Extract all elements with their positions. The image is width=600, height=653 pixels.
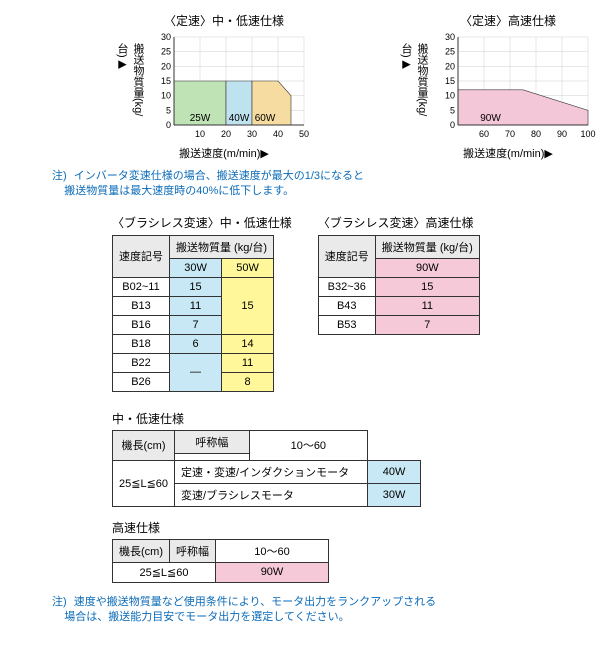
spec-2-watt: 90W [216, 562, 329, 582]
chart-2-ylabel: 搬送物質量(kg/台)▶ [398, 33, 430, 143]
chart-1-svg: 0 5 10 15 20 25 30 10 20 30 40 50 25W 40W 60W [148, 33, 334, 143]
spec-2-yobi-val: 10～60 [216, 539, 329, 562]
spec-2: 高速仕様 機長(cm) 呼称幅 10～60 25≦L≦60 90W [112, 519, 588, 583]
svg-text:15: 15 [161, 76, 171, 86]
svg-text:70: 70 [505, 129, 515, 139]
svg-text:25W: 25W [190, 113, 211, 124]
note-1-prefix: 注) [52, 170, 67, 182]
spec-2-table: 機長(cm) 呼称幅 10～60 25≦L≦60 90W [112, 539, 329, 583]
spec-1-row0-label: 定速・変速/インダクションモータ [175, 460, 368, 483]
svg-text:15: 15 [445, 76, 455, 86]
svg-text:80: 80 [531, 129, 541, 139]
svg-text:5: 5 [450, 105, 455, 115]
spec-1-row1-label: 変速/ブラシレスモータ [175, 483, 368, 506]
svg-text:25: 25 [161, 47, 171, 57]
note-1-line1: インバータ変速仕様の場合、搬送速度が最大の1/3になると [74, 170, 364, 182]
table-2-title: 〈ブラシレス変速〉高速仕様 [318, 214, 480, 231]
chart-2-svg: 0 5 10 15 20 25 30 60 70 80 90 100 90W [432, 33, 600, 143]
svg-text:90: 90 [557, 129, 567, 139]
svg-text:20: 20 [221, 129, 231, 139]
charts-row: 〈定速〉中・低速仕様 搬送物質量(kg/台)▶ 0 5 10 15 20 25 30 10 20… [92, 12, 588, 161]
svg-text:60: 60 [479, 129, 489, 139]
tables-row: 〈ブラシレス変速〉中・低速仕様 速度記号搬送物質量 (kg/台)30W50WB0… [112, 214, 588, 392]
svg-text:30: 30 [247, 129, 257, 139]
note-2-prefix: 注) [52, 596, 67, 608]
spec-2-kicho-val: 25≦L≦60 [113, 562, 216, 582]
table-2-block: 〈ブラシレス変速〉高速仕様 速度記号搬送物質量 (kg/台)90WB32~361… [318, 214, 480, 392]
chart-2: 〈定速〉高速仕様 搬送物質量(kg/台)▶ 0 5 10 15 20 25 30 60 70 80… [376, 12, 600, 161]
svg-text:100: 100 [580, 129, 595, 139]
spec-1-kicho-val: 25≦L≦60 [113, 460, 175, 506]
note-1: 注) インバータ変速仕様の場合、搬送速度が最大の1/3になると 搬送物質量は最大… [52, 169, 588, 200]
svg-text:40: 40 [273, 129, 283, 139]
spec-1-table: 機長(cm) 呼称幅 10～60 25≦L≦60 定速・変速/インダクションモー… [112, 430, 421, 507]
table-1-block: 〈ブラシレス変速〉中・低速仕様 速度記号搬送物質量 (kg/台)30W50WB0… [112, 214, 292, 392]
spec-1-title: 中・低速仕様 [112, 410, 588, 427]
note-2-line2: 場合は、搬送能力目安でモータ出力を選定してください。 [64, 611, 349, 623]
svg-text:30: 30 [161, 33, 171, 42]
svg-text:25: 25 [445, 47, 455, 57]
spec-2-yobi-header: 呼称幅 [170, 539, 216, 562]
svg-text:10: 10 [161, 91, 171, 101]
svg-text:30: 30 [445, 33, 455, 42]
spec-1: 中・低速仕様 機長(cm) 呼称幅 10～60 25≦L≦60 定速・変速/イン… [112, 410, 588, 507]
chart-2-title: 〈定速〉高速仕様 [460, 12, 556, 29]
svg-text:10: 10 [445, 91, 455, 101]
chart-1: 〈定速〉中・低速仕様 搬送物質量(kg/台)▶ 0 5 10 15 20 25 30 10 20… [92, 12, 356, 161]
spec-1-kicho-header: 機長(cm) [113, 430, 175, 460]
spec-1-row0-watt: 40W [368, 460, 421, 483]
svg-text:90W: 90W [480, 113, 501, 124]
note-1-line2: 搬送物質量は最大速度時の40%に低下します。 [64, 185, 294, 197]
svg-text:40W: 40W [229, 113, 250, 124]
table-1-title: 〈ブラシレス変速〉中・低速仕様 [112, 214, 292, 231]
spec-2-title: 高速仕様 [112, 519, 588, 536]
spec-1-yobi-header: 呼称幅 [175, 430, 250, 453]
svg-text:0: 0 [450, 120, 455, 130]
svg-text:0: 0 [166, 120, 171, 130]
svg-text:20: 20 [161, 61, 171, 71]
svg-text:60W: 60W [255, 113, 276, 124]
svg-text:10: 10 [195, 129, 205, 139]
svg-text:5: 5 [166, 105, 171, 115]
chart-1-ylabel: 搬送物質量(kg/台)▶ [114, 33, 146, 143]
chart-2-xlabel: 搬送速度(m/min)▶ [463, 145, 553, 161]
table-2: 速度記号搬送物質量 (kg/台)90WB32~3615B4311B537 [318, 235, 480, 335]
note-2-line1: 速度や搬送物質量など使用条件により、モータ出力をランクアップされる [74, 596, 436, 608]
chart-1-xlabel: 搬送速度(m/min)▶ [179, 145, 269, 161]
chart-1-title: 〈定速〉中・低速仕様 [164, 12, 284, 29]
table-1: 速度記号搬送物質量 (kg/台)30W50WB02~111515B1311B16… [112, 235, 274, 392]
spec-1-row1-watt: 30W [368, 483, 421, 506]
note-2: 注) 速度や搬送物質量など使用条件により、モータ出力をランクアップされる 場合は… [52, 595, 588, 626]
svg-text:50: 50 [299, 129, 309, 139]
spec-2-kicho-header: 機長(cm) [113, 539, 170, 562]
svg-text:20: 20 [445, 61, 455, 71]
